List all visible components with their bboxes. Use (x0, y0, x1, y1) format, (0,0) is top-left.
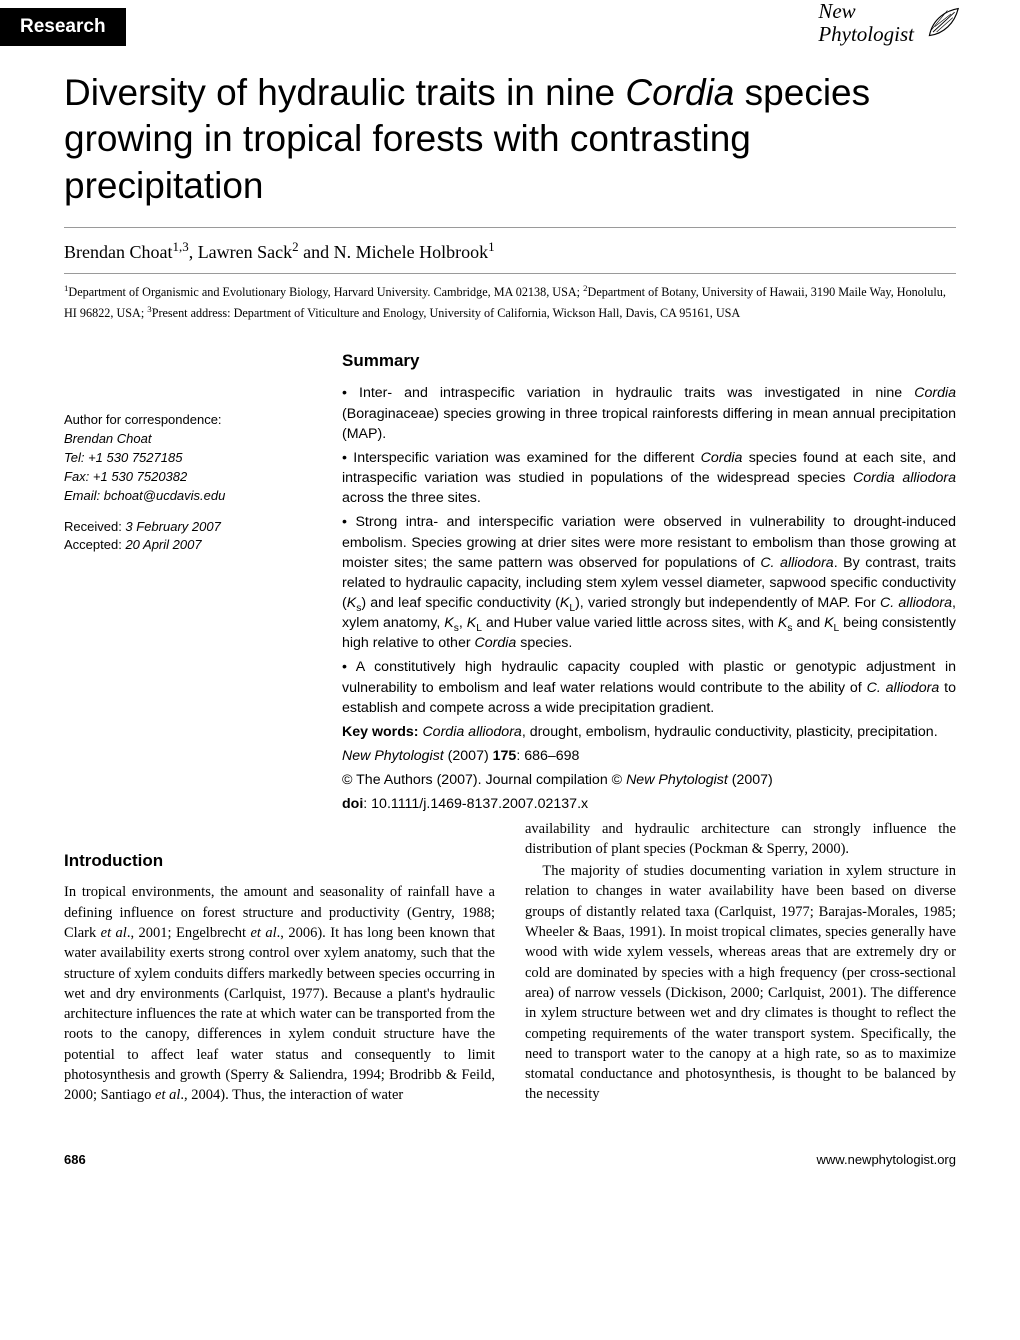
header-bar: Research New Phytologist (0, 0, 1020, 46)
leaf-logo-icon (924, 5, 960, 41)
footer: 686 www.newphytologist.org (0, 1152, 1020, 1185)
summary-row: Author for correspondence: Brendan Choat… (64, 351, 956, 818)
correspondence-label: Author for correspondence: (64, 411, 308, 430)
summary-bullet-3: • Strong intra- and interspecific variat… (342, 512, 956, 653)
summary-block: Summary • Inter- and intraspecific varia… (342, 351, 956, 818)
correspondence-name: Brendan Choat (64, 430, 308, 449)
summary-bullet-1: • Inter- and intraspecific variation in … (342, 383, 956, 443)
copyright-line: © The Authors (2007). Journal compilatio… (342, 770, 956, 790)
title-pre: Diversity of hydraulic traits in nine (64, 72, 625, 113)
journal-name-line1: New (818, 0, 914, 23)
received-line: Received: 3 February 2007 (64, 518, 308, 537)
author-sep-1: , Lawren Sack (189, 242, 292, 262)
summary-bullet-2: • Interspecific variation was examined f… (342, 448, 956, 508)
journal-name: New Phytologist (818, 0, 914, 46)
summary-heading: Summary (342, 351, 956, 371)
correspondence-fax: Fax: +1 530 7520382 (64, 468, 308, 487)
doi-line: doi: 10.1111/j.1469-8137.2007.02137.x (342, 794, 956, 814)
affiliations: 1Department of Organismic and Evolutiona… (64, 282, 956, 323)
intro-para-2: The majority of studies documenting vari… (525, 861, 956, 1105)
footer-url: www.newphytologist.org (817, 1152, 956, 1167)
correspondence-tel: Tel: +1 530 7527185 (64, 449, 308, 468)
author-1-affil: 1,3 (172, 239, 188, 254)
author-3-affil: 1 (488, 239, 494, 254)
body-col-right: availability and hydraulic architecture … (525, 819, 956, 1106)
intro-para-1-cont: availability and hydraulic architecture … (525, 819, 956, 860)
keywords-line: Key words: Cordia alliodora, drought, em… (342, 722, 956, 742)
content: Diversity of hydraulic traits in nine Co… (0, 70, 1020, 1105)
summary-bullet-4: • A constitutively high hydraulic capaci… (342, 657, 956, 717)
author-sep-2: and N. Michele Holbrook (299, 242, 488, 262)
citation-line: New Phytologist (2007) 175: 686–698 (342, 746, 956, 766)
title-genus: Cordia (625, 72, 734, 113)
body-col-left: Introduction In tropical environments, t… (64, 819, 495, 1106)
summary-body: • Inter- and intraspecific variation in … (342, 383, 956, 814)
article-title: Diversity of hydraulic traits in nine Co… (64, 70, 956, 228)
body-columns: Introduction In tropical environments, t… (64, 819, 956, 1106)
intro-para-1: In tropical environments, the amount and… (64, 882, 495, 1105)
authors-line: Brendan Choat1,3, Lawren Sack2 and N. Mi… (64, 242, 956, 274)
accepted-line: Accepted: 20 April 2007 (64, 536, 308, 555)
page-number: 686 (64, 1152, 86, 1167)
journal-name-line2: Phytologist (818, 23, 914, 46)
author-1: Brendan Choat (64, 242, 172, 262)
section-tab: Research (0, 8, 126, 46)
page: Research New Phytologist Diversity of hy… (0, 0, 1020, 1185)
journal-brand: New Phytologist (818, 0, 1020, 46)
correspondence-email: Email: bchoat@ucdavis.edu (64, 487, 308, 506)
correspondence-block: Author for correspondence: Brendan Choat… (64, 351, 308, 818)
introduction-heading: Introduction (64, 849, 495, 873)
